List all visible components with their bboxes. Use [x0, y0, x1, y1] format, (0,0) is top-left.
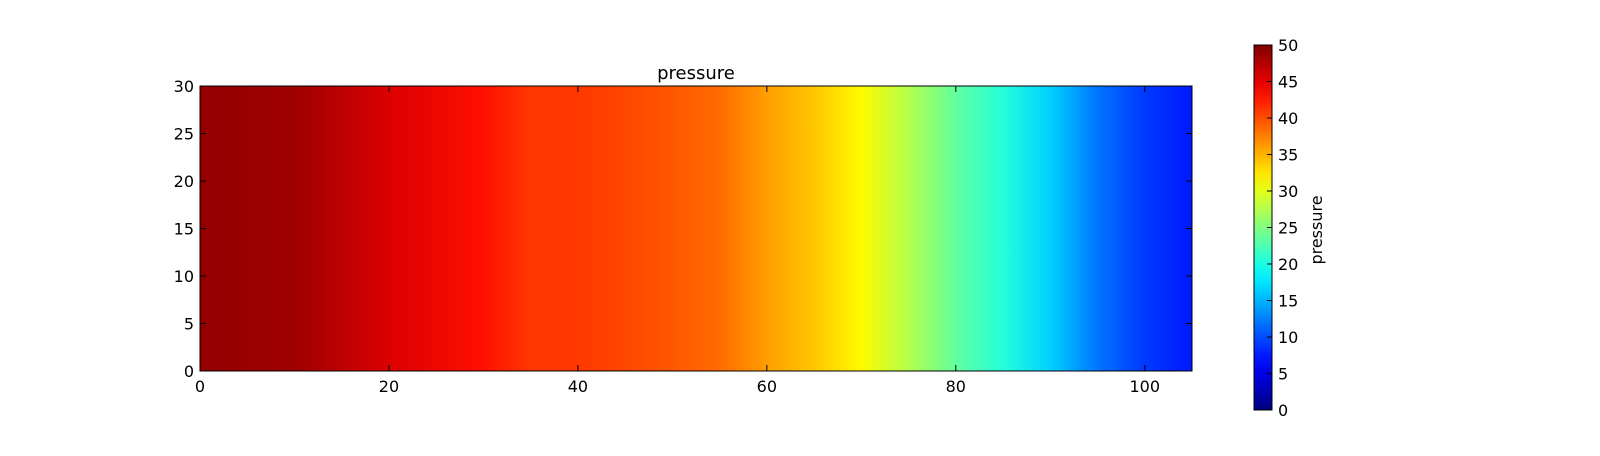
y-tick-label: 0 — [184, 362, 194, 381]
colorbar-tick-label: 25 — [1278, 219, 1298, 238]
y-tick-label: 15 — [174, 220, 194, 239]
x-tick-label: 20 — [379, 377, 399, 396]
colorbar-tick-label: 20 — [1278, 255, 1298, 274]
x-tick-label: 100 — [1129, 377, 1160, 396]
colorbar-axis: 0 5 10 15 20 25 30 35 40 45 50 — [1267, 36, 1298, 420]
y-tick-label: 10 — [174, 267, 194, 286]
colorbar-tick-label: 40 — [1278, 109, 1298, 128]
colorbar-tick-label: 30 — [1278, 182, 1298, 201]
colorbar-tick-label: 45 — [1278, 73, 1298, 92]
y-axis: 0 5 10 15 20 25 30 — [174, 77, 1192, 381]
y-tick-label: 25 — [174, 125, 194, 144]
colorbar-tick-label: 5 — [1278, 365, 1288, 384]
y-tick-label: 30 — [174, 77, 194, 96]
x-tick-label: 60 — [757, 377, 777, 396]
x-tick-label: 0 — [195, 377, 205, 396]
x-tick-label: 80 — [946, 377, 966, 396]
colorbar-tick-label: 0 — [1278, 401, 1288, 420]
colorbar-tick-label: 10 — [1278, 328, 1298, 347]
colorbar-tick-label: 15 — [1278, 292, 1298, 311]
colorbar-gradient — [1254, 45, 1272, 410]
y-tick-label: 20 — [174, 172, 194, 191]
y-tick-label: 5 — [184, 315, 194, 334]
colorbar-tick-label: 50 — [1278, 36, 1298, 55]
x-tick-label: 40 — [568, 377, 588, 396]
colorbar-tick-label: 35 — [1278, 146, 1298, 165]
heatmap-field — [200, 86, 1192, 371]
chart-title: pressure — [657, 63, 735, 84]
colorbar-label: pressure — [1307, 195, 1326, 264]
x-axis: 0 20 40 60 80 100 — [195, 86, 1160, 396]
